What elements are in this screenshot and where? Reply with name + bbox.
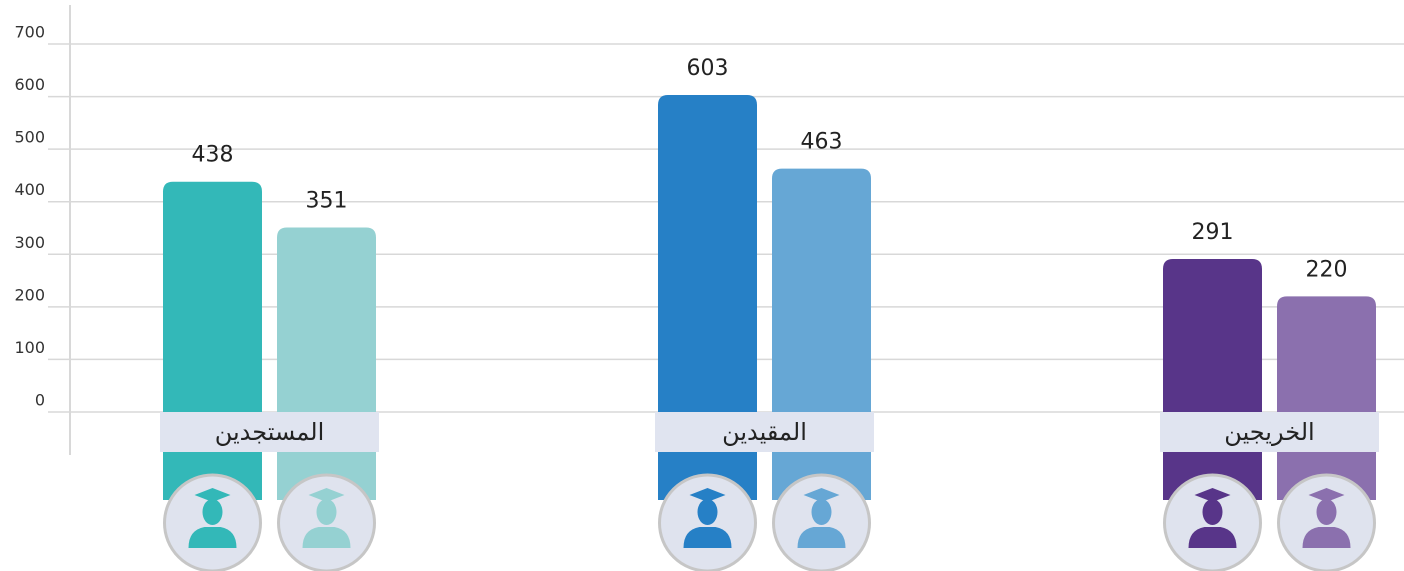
icon-body	[797, 527, 846, 548]
icon-body	[188, 527, 237, 548]
category-box	[160, 412, 379, 452]
icon-head	[202, 499, 223, 525]
value-label: 438	[192, 143, 234, 168]
category-box	[1160, 412, 1379, 452]
icon-body	[1188, 527, 1237, 548]
y-tick-label: 700	[14, 23, 45, 42]
bar	[163, 181, 262, 501]
icon-body	[302, 527, 351, 548]
bar	[1277, 296, 1376, 500]
bar	[658, 94, 757, 500]
y-tick-label: 500	[14, 128, 45, 147]
icon-cap	[1194, 488, 1231, 502]
value-label: 603	[687, 56, 729, 81]
person-icon	[277, 473, 376, 571]
person-icon	[772, 473, 871, 571]
icon-body	[683, 527, 732, 548]
person-icon	[1277, 473, 1376, 571]
icon-head	[811, 499, 832, 525]
icon-cap	[803, 488, 840, 502]
bar	[277, 227, 376, 500]
person-icon	[163, 473, 262, 571]
icon-cap	[194, 488, 231, 502]
icon-cap	[308, 488, 345, 502]
icon-head	[316, 499, 337, 525]
category-label: المستجدين	[215, 418, 325, 446]
y-tick-label: 100	[14, 338, 45, 357]
value-label: 351	[306, 188, 348, 213]
y-tick-label: 200	[14, 285, 45, 304]
value-label: 291	[1192, 220, 1234, 245]
icon-head	[1316, 499, 1337, 525]
y-tick-label: 0	[35, 391, 45, 410]
icon-head	[1202, 499, 1223, 525]
icon-cap	[689, 488, 726, 502]
icon-body	[1302, 527, 1351, 548]
icon-cap	[1308, 488, 1345, 502]
value-label: 463	[801, 130, 843, 155]
person-icon	[658, 473, 757, 571]
person-icon	[1163, 473, 1262, 571]
category-label: المقيدين	[722, 418, 807, 446]
bar	[1163, 259, 1262, 500]
value-label: 220	[1306, 257, 1348, 282]
y-tick-label: 400	[14, 180, 45, 199]
y-tick-label: 300	[14, 233, 45, 252]
y-tick-label: 600	[14, 75, 45, 94]
category-label: الخريجين	[1224, 418, 1314, 446]
category-box	[655, 412, 874, 452]
icon-head	[697, 499, 718, 525]
